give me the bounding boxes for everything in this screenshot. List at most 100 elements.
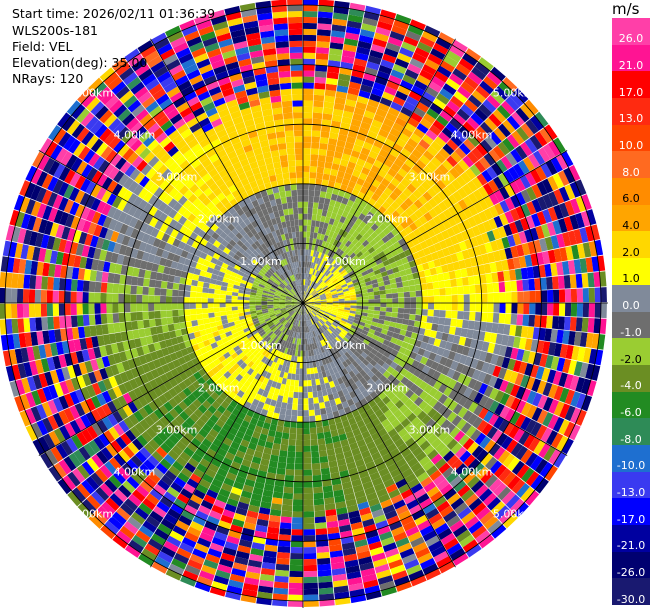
velocity-gate: [552, 220, 562, 235]
velocity-gate: [450, 497, 465, 510]
velocity-gate: [468, 497, 483, 511]
velocity-gate: [511, 291, 518, 303]
velocity-gate: [305, 292, 309, 298]
velocity-gate: [374, 303, 381, 307]
velocity-gate: [576, 303, 584, 317]
velocity-gate: [320, 307, 327, 311]
velocity-gate: [475, 85, 490, 99]
velocity-gate: [418, 215, 428, 225]
velocity-gate: [377, 239, 385, 247]
velocity-gate: [317, 272, 323, 278]
velocity-gate: [360, 84, 373, 94]
velocity-gate: [463, 398, 474, 410]
velocity-gate: [462, 410, 473, 422]
velocity-gate: [320, 306, 327, 310]
velocity-gate: [64, 303, 71, 316]
velocity-gate: [317, 321, 322, 328]
velocity-gate: [320, 274, 326, 280]
velocity-gate: [575, 273, 583, 288]
velocity-gate: [350, 75, 363, 85]
velocity-gate: [303, 159, 311, 167]
velocity-gate: [478, 350, 488, 362]
velocity-gate: [362, 326, 370, 332]
velocity-gate: [329, 315, 336, 320]
velocity-gate: [356, 95, 369, 105]
velocity-gate: [291, 523, 303, 530]
velocity-gate: [553, 303, 560, 316]
velocity-gate: [502, 453, 516, 468]
velocity-gate: [225, 299, 232, 303]
velocity-gate: [172, 289, 179, 297]
velocity-gate: [469, 293, 476, 303]
velocity-gate: [314, 244, 319, 252]
velocity-gate: [292, 511, 303, 518]
velocity-gate: [303, 398, 309, 405]
velocity-gate: [508, 221, 519, 235]
velocity-gate: [505, 494, 521, 509]
velocity-gate: [334, 319, 341, 324]
velocity-gate: [450, 442, 463, 455]
velocity-gate: [334, 254, 341, 262]
velocity-gate: [303, 213, 308, 220]
velocity-gate: [397, 413, 407, 424]
velocity-gate: [360, 121, 371, 131]
velocity-gate: [312, 275, 317, 282]
velocity-gate: [375, 340, 383, 348]
velocity-gate: [380, 354, 388, 363]
velocity-gate: [207, 298, 214, 303]
velocity-gate: [351, 353, 358, 361]
velocity-gate: [438, 462, 451, 475]
velocity-gate: [501, 334, 510, 346]
velocity-gate: [314, 263, 318, 270]
velocity-gate: [491, 162, 503, 176]
velocity-gate: [310, 289, 315, 295]
velocity-gate: [303, 10, 318, 18]
velocity-gate: [310, 281, 314, 288]
velocity-gate: [372, 286, 380, 292]
velocity-gate: [427, 289, 434, 297]
velocity-gate: [311, 310, 317, 316]
velocity-gate: [441, 366, 451, 376]
velocity-gate: [166, 289, 173, 297]
velocity-gate: [154, 303, 161, 311]
velocity-gate: [366, 219, 375, 228]
velocity-gate: [303, 231, 307, 238]
velocity-gate: [326, 307, 333, 311]
velocity-gate: [280, 516, 292, 524]
velocity-gate: [458, 384, 468, 395]
velocity-gate: [493, 482, 507, 497]
velocity-gate: [541, 223, 551, 238]
velocity-gate: [431, 411, 442, 423]
velocity-gate: [137, 277, 144, 287]
velocity-gate: [294, 469, 303, 476]
velocity-gate: [458, 259, 467, 270]
velocity-gate: [136, 311, 143, 321]
velocity-gate: [309, 231, 314, 239]
velocity-gate: [312, 124, 322, 132]
velocity-gate: [303, 34, 317, 42]
velocity-gate: [557, 275, 565, 289]
velocity-gate: [307, 294, 312, 299]
velocity-gate: [475, 255, 484, 266]
velocity-gate: [481, 361, 491, 373]
velocity-gate: [478, 198, 489, 211]
velocity-gate: [339, 321, 346, 327]
velocity-gate: [352, 322, 359, 328]
velocity-gate: [547, 289, 554, 303]
velocity-gate: [361, 329, 369, 336]
velocity-gate: [558, 218, 568, 233]
velocity-gate: [520, 103, 535, 119]
velocity-gate: [354, 218, 363, 226]
velocity-gate: [334, 226, 341, 234]
velocity-gate: [316, 314, 322, 319]
velocity-gate: [385, 112, 398, 123]
velocity-gate: [332, 12, 348, 21]
velocity-gate: [433, 295, 441, 303]
velocity-gate: [427, 309, 434, 317]
velocity-gate: [346, 281, 354, 286]
velocity-gate: [398, 346, 407, 355]
velocity-gate: [573, 361, 583, 377]
velocity-gate: [538, 327, 547, 341]
velocity-gate: [313, 295, 320, 299]
velocity-gate: [521, 350, 531, 363]
